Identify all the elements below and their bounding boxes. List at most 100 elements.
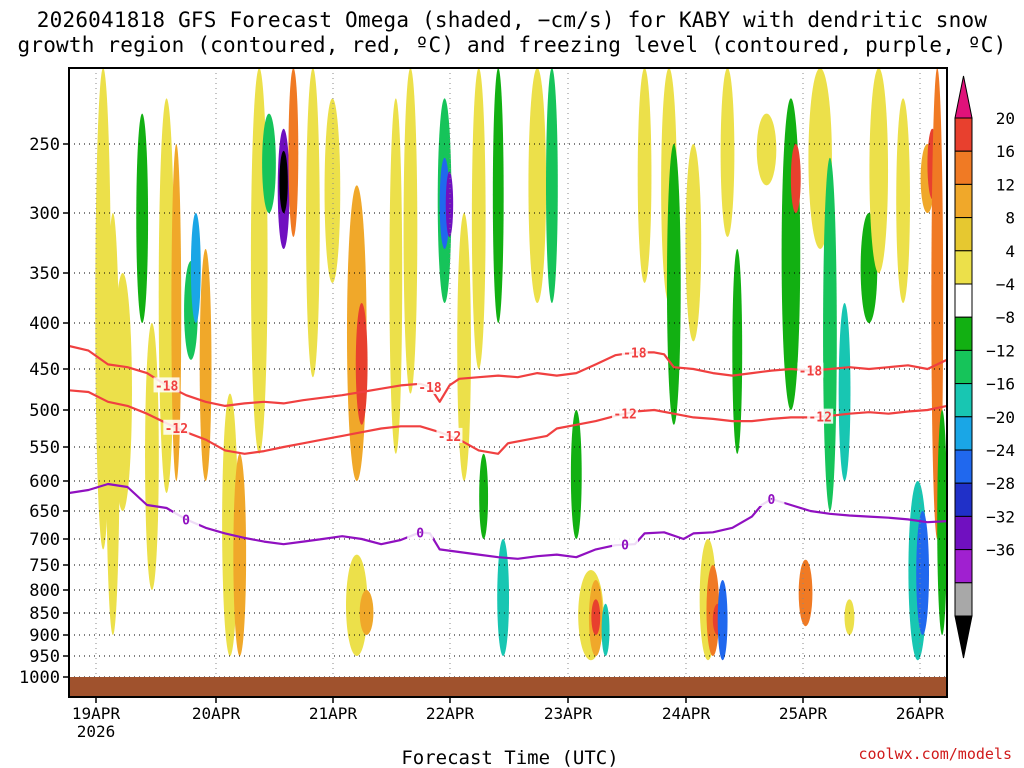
x-tick-label: 20APR: [192, 704, 241, 723]
chart-title-line2: growth region (contoured, red, ºC) and f…: [17, 33, 1007, 57]
colorbar-swatch: [954, 482, 973, 517]
colorbar-swatch: [954, 117, 973, 152]
colorbar-label: −28: [986, 474, 1015, 493]
colorbar-swatch: [954, 416, 973, 451]
colorbar-label: −8: [996, 308, 1015, 327]
colorbar-min-arrow: [954, 615, 973, 659]
freezing-level-label-bg: [758, 491, 785, 506]
omega-cell: [288, 68, 299, 237]
omega-cell: [136, 113, 149, 323]
omega-cell: [190, 213, 201, 323]
omega-cell: [545, 68, 558, 303]
contour-minus18-label-bg: [416, 379, 443, 395]
colorbar-swatch: [954, 515, 973, 551]
colorbar-label: 4: [1005, 242, 1015, 261]
y-tick-label: 500: [29, 401, 60, 421]
y-tick-label: 450: [29, 360, 60, 380]
contour-minus12-label: -12: [165, 422, 188, 437]
omega-cell: [306, 68, 320, 378]
omega-cell: [869, 68, 889, 273]
y-tick-label: 400: [29, 314, 60, 334]
omega-cell: [798, 559, 813, 627]
y-tick-label: 900: [29, 626, 60, 646]
credit-text: coolwx.com/models: [858, 745, 1012, 763]
x-tick-label: 25APR: [779, 704, 828, 723]
omega-cell: [199, 249, 212, 481]
omega-cell: [355, 303, 368, 425]
colorbar-swatch: [954, 150, 973, 185]
colorbar-label: −36: [986, 541, 1015, 560]
colorbar-swatch: [954, 549, 973, 584]
omega-cell: [637, 68, 652, 283]
omega-cell: [591, 599, 601, 635]
x-tick-label: 26APR: [896, 704, 945, 723]
omega-cell: [756, 113, 777, 186]
contour-minus18-line: [69, 344, 947, 407]
omega-cell: [717, 580, 728, 661]
omega-cell: [601, 603, 610, 657]
colorbar-swatch: [954, 283, 973, 318]
colorbar-swatch: [954, 349, 973, 385]
y-tick-label: 250: [29, 135, 60, 155]
ground-surface: [69, 677, 947, 697]
omega-cell: [233, 453, 247, 656]
y-tick-label: 650: [29, 502, 60, 522]
y-tick-label: 850: [29, 604, 60, 624]
omega-cell: [279, 150, 288, 213]
omega-cell: [158, 98, 175, 493]
omega-cell: [145, 323, 159, 590]
contour-minus18-label-bg: [153, 377, 180, 393]
contour-minus18-label-bg: [797, 362, 824, 378]
contour-minus12-label: -12: [438, 430, 461, 445]
contour-minus18-label-bg: [621, 344, 648, 360]
colorbar-swatch: [954, 582, 973, 617]
omega-cell: [685, 144, 702, 342]
freezing-level-label: 0: [182, 513, 190, 528]
omega-cell: [171, 144, 182, 481]
omega-cell: [457, 213, 471, 481]
omega-cell: [262, 113, 276, 213]
colorbar-swatch: [954, 316, 973, 351]
x-tick-label: 19APR: [72, 704, 121, 723]
freezing-level-line: [69, 482, 947, 560]
colorbar-label: −32: [986, 507, 1015, 526]
omega-cell: [497, 539, 510, 656]
omega-cell: [896, 98, 910, 303]
omega-cell: [838, 303, 851, 481]
y-tick-label: 800: [29, 581, 60, 601]
omega-cell: [113, 273, 132, 511]
omega-cell: [359, 590, 374, 635]
omega-cell: [720, 68, 735, 237]
omega-cell: [389, 98, 403, 454]
omega-cell: [937, 410, 947, 635]
y-tick-label: 550: [29, 438, 60, 458]
y-tick-label: 600: [29, 472, 60, 492]
omega-cell: [528, 68, 547, 303]
y-tick-label: 700: [29, 530, 60, 550]
omega-cell: [324, 98, 341, 283]
contour-minus12-label: -12: [613, 408, 636, 423]
x-axis: 19APR 20APR 21APR 22APR 23APR 24APR 25APR 26APR…: [72, 697, 945, 741]
y-tick-label: 950: [29, 647, 60, 667]
colorbar-label: 12: [996, 175, 1015, 194]
colorbar-label: −24: [986, 441, 1015, 460]
omega-cell: [471, 68, 486, 369]
x-tick-label: 21APR: [309, 704, 358, 723]
omega-cell: [445, 171, 454, 237]
colorbar-swatch: [954, 383, 973, 418]
freezing-level-label-bg: [173, 511, 200, 527]
y-axis: 2503003504004505005506006507007508008509…: [19, 135, 69, 688]
freezing-level-label: 0: [416, 526, 424, 541]
omega-cell: [732, 249, 743, 454]
freezing-level-label-bg: [612, 536, 639, 552]
omega-shading: [95, 68, 947, 661]
plot-frame: [68, 67, 948, 698]
contour-lines: -18 -18 -18 -18 -12 -12 -12 -12 0 0 0 0: [69, 344, 947, 560]
colorbar-swatch: [954, 217, 973, 252]
y-tick-label: 300: [29, 204, 60, 224]
contour-minus12-label-bg: [163, 419, 190, 435]
colorbar: 20 16 12 8 4 −4 −8 −12 −16 −20 −24 −28 −32 −36: [954, 75, 1015, 659]
chart-title-line1: 2026041818 GFS Forecast Omega (shaded, −…: [36, 8, 988, 32]
contour-minus18-label: -18: [623, 346, 647, 361]
